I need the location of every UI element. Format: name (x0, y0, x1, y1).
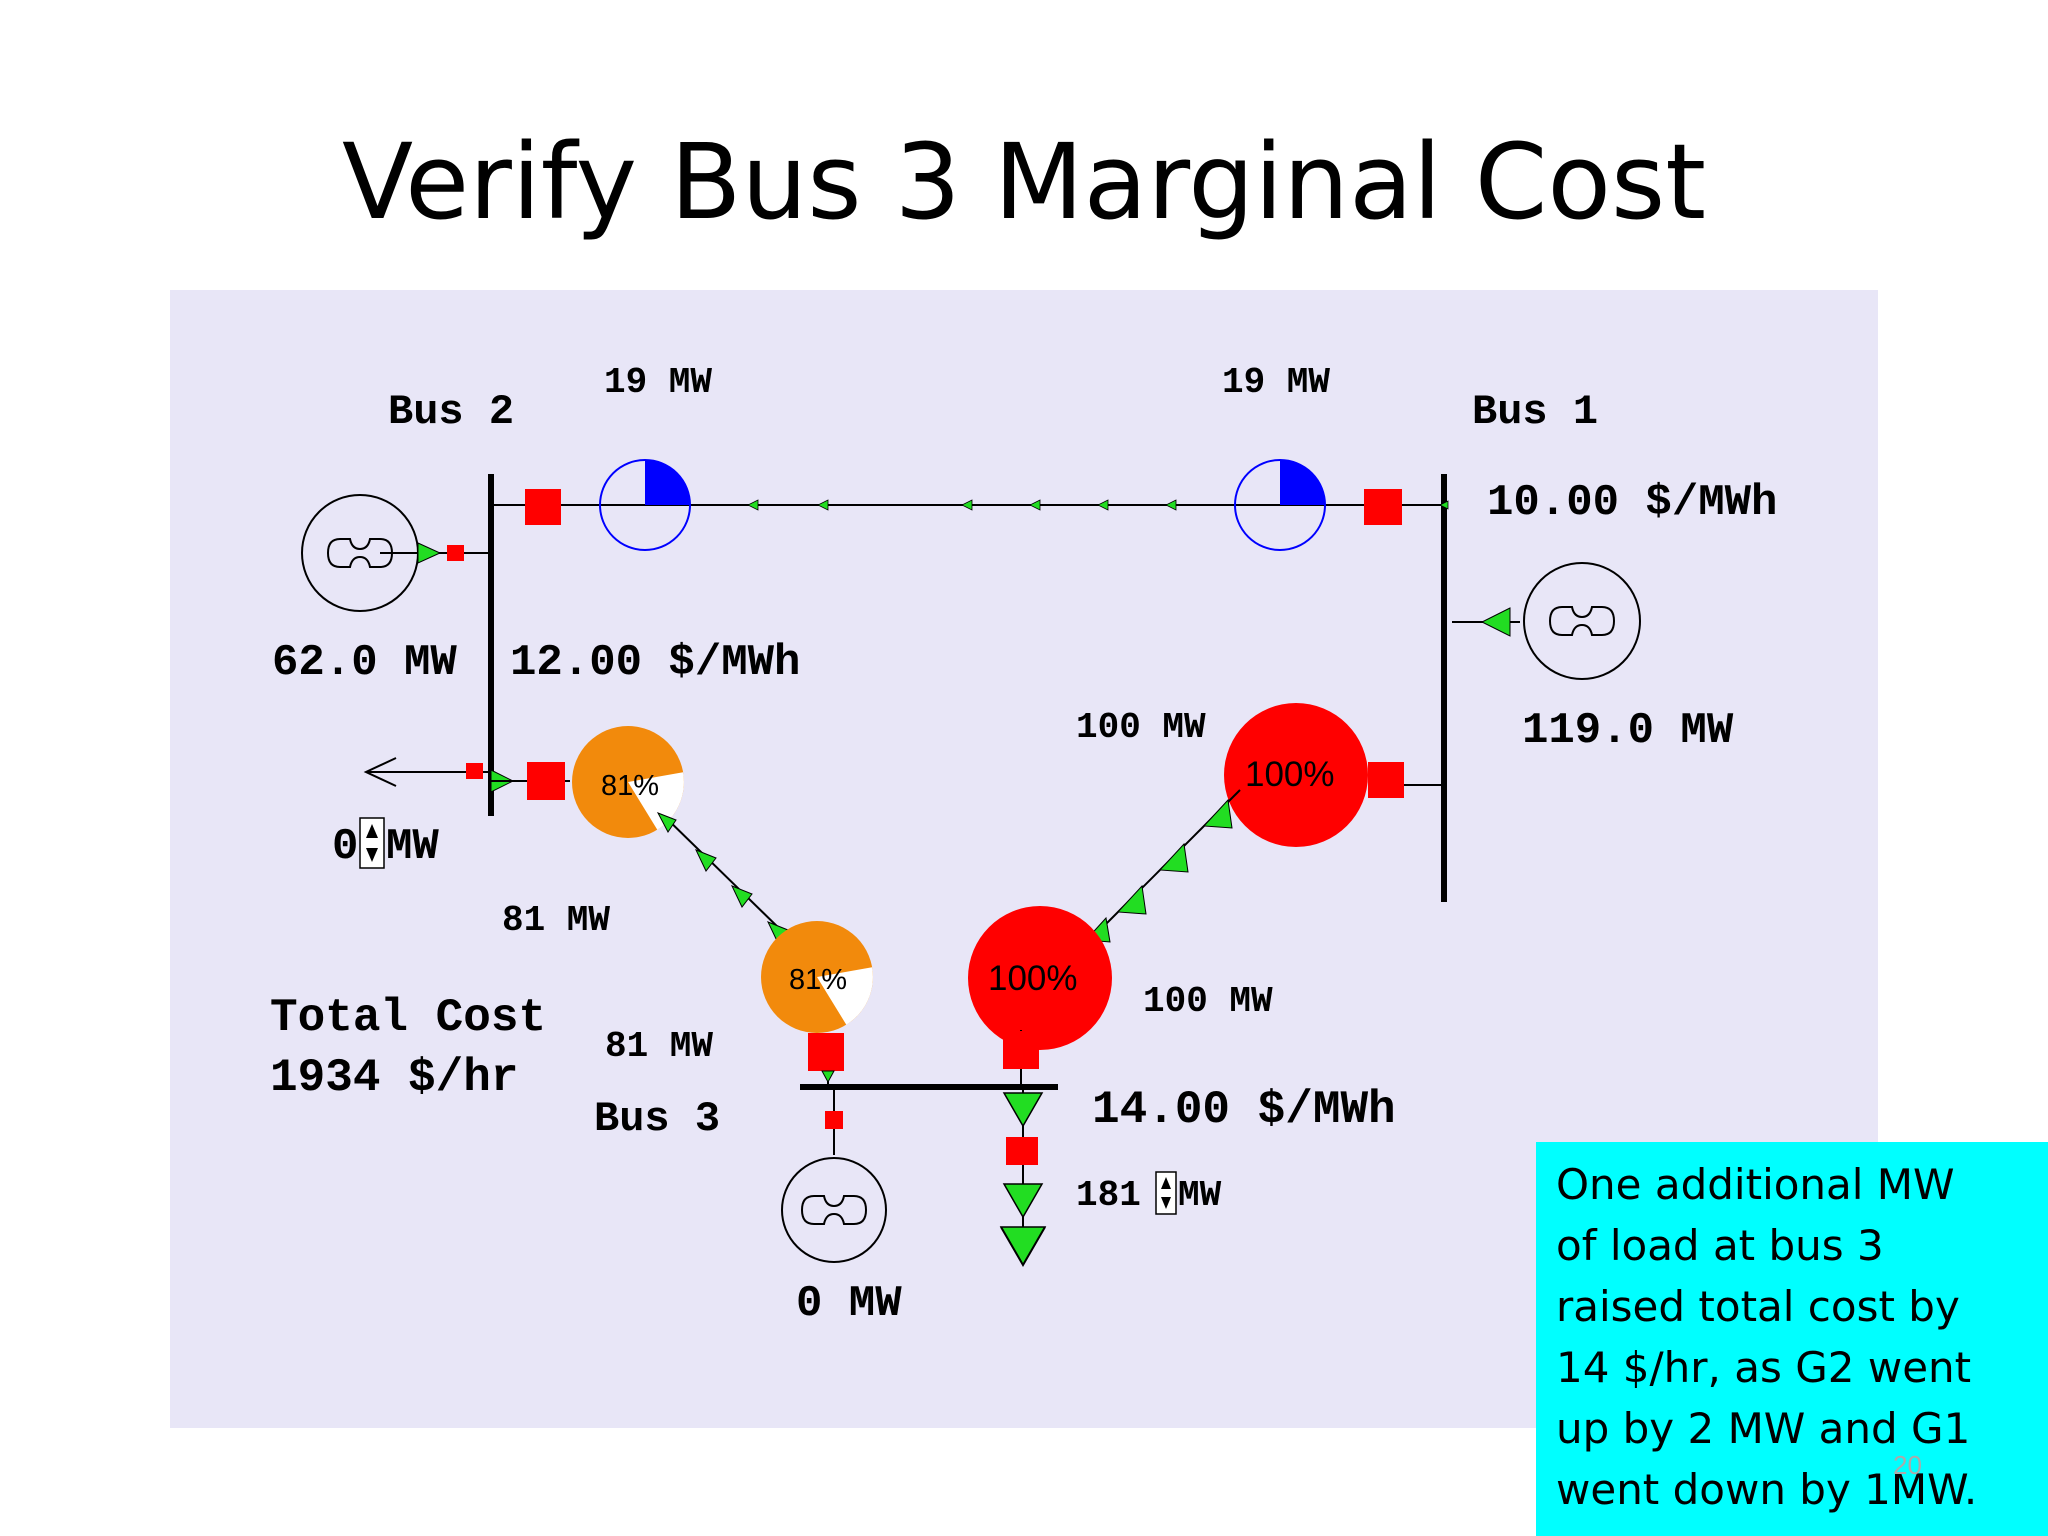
line-1-3-flow-bottom: 100 MW (1143, 981, 1273, 1022)
bus2-load-unit: MW (386, 822, 439, 872)
bus3-load-breaker[interactable] (1006, 1137, 1038, 1165)
bus3-label: Bus 3 (594, 1095, 720, 1143)
total-cost-value: 1934 $/hr (270, 1052, 518, 1104)
line-2-3-loading-gap-bottom (817, 967, 873, 1025)
bus1-generator-symbol-icon (1549, 606, 1615, 636)
breaker-bus1-line12[interactable] (1364, 489, 1402, 525)
line-2-3-flow-top: 81 MW (502, 900, 610, 941)
bus1-generator-icon[interactable] (1523, 562, 1641, 680)
bus2-load-spin-up-icon[interactable] (366, 824, 378, 838)
breaker-bus2-line23[interactable] (527, 762, 565, 800)
bus2-load-value[interactable]: 0 MW (332, 817, 439, 872)
note-line: One additional MW (1556, 1160, 1955, 1209)
line-1-2-loading-slice-right (1280, 460, 1325, 505)
line-2-3-flow-bottom: 81 MW (605, 1026, 713, 1067)
bus2-price: 12.00 $/MWh (510, 638, 800, 688)
line-2-3-loading-gap-top (628, 772, 684, 830)
bus3-generator-symbol-icon (801, 1195, 867, 1225)
bus3-load-value[interactable]: 181 MW (1076, 1171, 1222, 1216)
line-1-3-loading-pie-top (1224, 703, 1368, 847)
line-1-2-flow-left: 19 MW (604, 362, 712, 403)
bus3-load-unit: MW (1178, 1175, 1222, 1216)
slide-title: Verify Bus 3 Marginal Cost (342, 121, 1706, 243)
bus3-load-spin-up-icon[interactable] (1161, 1177, 1171, 1189)
bus2-gen-arrow-icon (417, 542, 442, 564)
breaker-bus3-line23[interactable] (808, 1033, 844, 1071)
line-1-3-flow-top: 100 MW (1076, 707, 1206, 748)
line-2-3-loading-label-bottom: 81% (789, 964, 847, 996)
bus2-label: Bus 2 (388, 388, 514, 436)
bus2-gen-output: 62.0 MW (272, 638, 457, 688)
bus3-price: 14.00 $/MWh (1092, 1084, 1396, 1136)
line-1-3-loading-label-bottom: 100% (988, 959, 1078, 998)
bus3-load-tail-icon (1000, 1226, 1046, 1267)
bus2-load-breaker[interactable] (466, 763, 483, 779)
bus3-gen-output: 0 MW (796, 1279, 902, 1329)
note-line: raised total cost by (1556, 1282, 1960, 1331)
bus3-load-arrow-icon (999, 1092, 1047, 1267)
bus1-price: 10.00 $/MWh (1487, 478, 1777, 528)
line-1-3-loading-label-top: 100% (1245, 755, 1335, 794)
bus2-load-number: 0 (332, 822, 358, 872)
note-line: of load at bus 3 (1556, 1221, 1884, 1270)
bus3-load-number: 181 (1076, 1175, 1141, 1216)
line-1-3-flow-arrows (1084, 798, 1233, 943)
line-1-2-flow-arrows (747, 499, 1449, 511)
bus3-generator-icon[interactable] (781, 1157, 887, 1263)
line-1-2-flow-right: 19 MW (1222, 362, 1330, 403)
bus3-load-spin-down-icon[interactable] (1161, 1197, 1171, 1209)
bus3-line23-arrow-icon (821, 1070, 835, 1084)
total-cost-label: Total Cost (270, 992, 546, 1044)
bus3-gen-breaker[interactable] (825, 1111, 843, 1129)
bus1-gen-output: 119.0 MW (1522, 706, 1734, 756)
bus3-load-spinner[interactable] (1155, 1171, 1177, 1215)
line-2-3-flow-arrows (656, 812, 789, 944)
line-2-3[interactable] (659, 811, 787, 936)
breaker-bus1-line13[interactable] (1368, 762, 1404, 798)
bus2-gen-breaker[interactable] (447, 545, 464, 561)
bus1-label: Bus 1 (1472, 388, 1598, 436)
note-line: 14 $/hr, as G2 went (1556, 1343, 1972, 1392)
breaker-bus3-line13[interactable] (1003, 1031, 1039, 1069)
line-1-2-loading-slice-left (645, 460, 690, 505)
explanation-note: One additional MW of load at bus 3 raise… (1536, 1142, 2048, 1536)
note-line: up by 2 MW and G1 (1556, 1404, 1971, 1453)
bus2-load-spin-down-icon[interactable] (366, 848, 378, 862)
line-1-3-loading-pie-bottom (968, 906, 1112, 1050)
note-line: went down by 1MW. (1556, 1465, 1978, 1514)
page-number: 20 (1893, 1450, 1922, 1480)
bus2-load-arrow-icon (363, 757, 397, 787)
bus1-gen-arrow-icon (1480, 607, 1511, 637)
line-2-3-loading-label-top: 81% (601, 770, 659, 802)
breaker-bus2-line12[interactable] (525, 489, 561, 525)
